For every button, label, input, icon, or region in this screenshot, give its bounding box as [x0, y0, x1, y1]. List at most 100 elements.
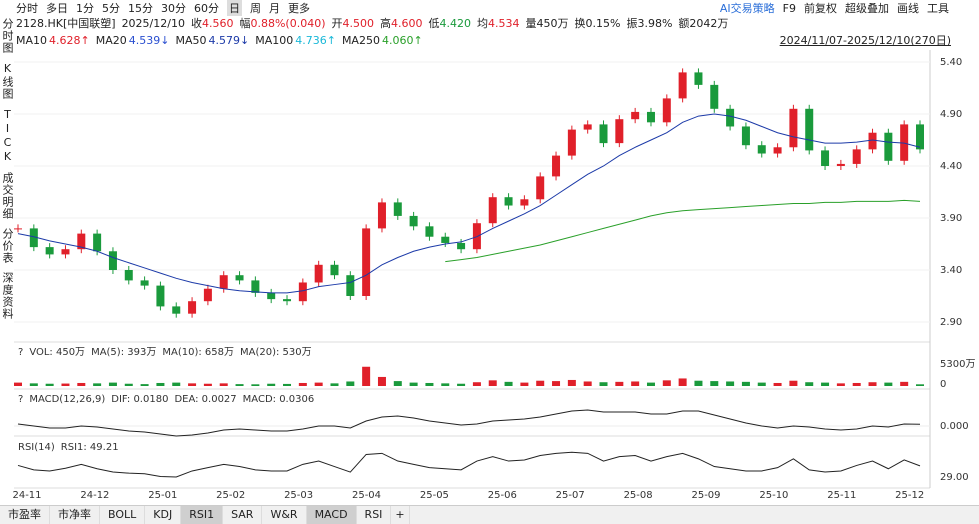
candle: [520, 199, 529, 206]
indicator-tab[interactable]: 市盈率: [0, 506, 50, 524]
candle: [694, 72, 703, 85]
quote-field: 振3.98%: [626, 15, 672, 31]
y-tick-label: 2.90: [940, 317, 962, 328]
x-tick-label: 25-07: [556, 490, 585, 501]
indicator-tab[interactable]: 市净率: [50, 506, 100, 524]
candle: [789, 108, 798, 148]
tool-button[interactable]: 前复权: [804, 2, 837, 15]
volume-bar: [773, 382, 782, 386]
ma-item: MA20 4.539↓: [96, 34, 170, 47]
volume-bar: [694, 380, 703, 386]
tool-button[interactable]: 超级叠加: [845, 2, 889, 15]
volume-bar: [821, 382, 830, 386]
volume-bar: [488, 380, 497, 386]
field-label: 换: [574, 17, 586, 30]
period-button[interactable]: 1分: [76, 2, 94, 15]
indicator-tab[interactable]: RSI: [357, 506, 392, 524]
x-tick-label: 25-09: [691, 490, 720, 501]
indicator-tab[interactable]: RSI1: [181, 506, 224, 524]
quote-field: 均4.534: [477, 15, 520, 31]
indicator-tab[interactable]: BOLL: [100, 506, 146, 524]
quote-field: 高4.600: [380, 15, 423, 31]
field-value: 450万: [536, 17, 569, 30]
volume-bar: [235, 384, 244, 386]
field-label: 高: [380, 17, 391, 30]
x-tick-label: 24-12: [80, 490, 109, 501]
candle: [536, 176, 545, 200]
volume-bar: [377, 376, 386, 386]
tool-button[interactable]: AI交易策略: [719, 2, 775, 15]
x-tick-label: 25-06: [488, 490, 517, 501]
period-button[interactable]: 更多: [288, 2, 310, 15]
period-button[interactable]: 周: [250, 2, 261, 15]
panel-legend: VOL: 450万: [29, 347, 85, 358]
period-button[interactable]: 多日: [46, 2, 68, 15]
ma-item: MA10 4.628↑: [16, 34, 90, 47]
volume-bar: [441, 383, 450, 386]
side-tab[interactable]: TICK: [1, 108, 14, 164]
x-tick-label: 25-04: [352, 490, 381, 501]
ma250-line: [445, 199, 921, 263]
field-label: 额: [678, 17, 690, 30]
side-tab[interactable]: K线图: [1, 62, 14, 100]
quote: 2128.HK[中国联塑] 2025/12/10 收4.560 幅0.88%(0.04…: [16, 15, 728, 31]
field-value: 4.560: [201, 17, 234, 30]
period-button[interactable]: 15分: [128, 2, 153, 15]
volume-bar: [346, 381, 355, 386]
candle: [757, 145, 766, 154]
candle: [741, 126, 750, 146]
volume-bar: [884, 382, 893, 386]
candle: [805, 108, 814, 151]
tool-button[interactable]: 画线: [897, 2, 919, 15]
period-button[interactable]: 60分: [194, 2, 219, 15]
field-label: 量: [525, 17, 537, 30]
quote-date: 2025/12/10: [121, 16, 185, 30]
side-tab[interactable]: 深度资料: [1, 272, 14, 320]
candle: [314, 264, 323, 283]
candle: [156, 285, 165, 307]
candle: [393, 202, 402, 216]
period-button[interactable]: 日: [227, 0, 242, 16]
side-tab[interactable]: 分时图: [1, 18, 14, 54]
volume-bar: [77, 382, 86, 386]
x-tick-label: 25-11: [827, 490, 856, 501]
period-button[interactable]: 月: [269, 2, 280, 15]
toolbar: 分时 多日 1分 5分 15分 30分 60分日周月更多: [16, 0, 310, 16]
quote-field: 低4.420: [429, 15, 472, 31]
side-tab[interactable]: 成交明细: [1, 172, 14, 220]
candle: [409, 215, 418, 227]
quote-field: 收4.560: [191, 15, 234, 31]
side-tab[interactable]: 分价表: [1, 228, 14, 264]
ma50-line: [17, 113, 921, 294]
tool-button[interactable]: F9: [782, 1, 796, 15]
candle: [93, 233, 102, 252]
indicator-tab[interactable]: W&R: [262, 506, 307, 524]
field-value: 0.88%(0.040): [250, 17, 326, 30]
volume-bar: [836, 383, 845, 386]
tool-button[interactable]: 工具: [927, 2, 949, 15]
candle: [251, 280, 260, 293]
x-tick-label: 25-12: [895, 490, 924, 501]
period-button[interactable]: 30分: [161, 2, 186, 15]
candle: [504, 197, 513, 206]
panel-legend: DEA: 0.0027: [174, 394, 236, 405]
candle: [852, 149, 861, 164]
volume-bar: [457, 383, 466, 386]
indicator-tab[interactable]: MACD: [306, 506, 357, 524]
quote-field: 量450万: [526, 15, 569, 31]
candle: [488, 197, 497, 224]
period-button[interactable]: 5分: [102, 2, 120, 15]
volume-bar: [615, 381, 624, 386]
x-tick-label: 25-03: [284, 490, 313, 501]
indicator-tab[interactable]: SAR: [223, 506, 263, 524]
volume-bar: [330, 383, 339, 386]
volume-bar: [425, 382, 434, 386]
candle: [235, 275, 244, 281]
candle: [298, 282, 307, 302]
volume-bar: [140, 384, 149, 386]
volume-bar: [710, 381, 719, 386]
period-button[interactable]: 分时: [16, 2, 38, 15]
volume-bar: [298, 382, 307, 386]
indicator-tab[interactable]: KDJ: [145, 506, 182, 524]
